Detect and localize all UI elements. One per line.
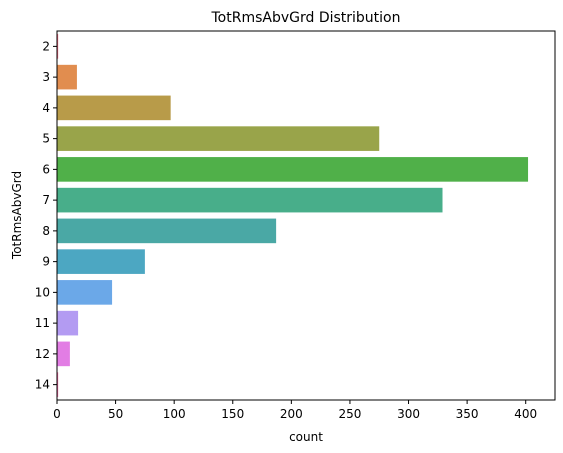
y-tick-label: 5 — [42, 132, 50, 146]
plot-frame — [57, 31, 555, 400]
x-tick-label: 0 — [53, 407, 61, 421]
x-tick-label: 50 — [108, 407, 123, 421]
x-ticks: 0 50 100 150 200 250 300 350 400 — [53, 400, 537, 421]
x-tick-label: 100 — [163, 407, 186, 421]
y-tick-label: 9 — [42, 255, 50, 269]
bar-5 — [57, 126, 379, 151]
y-tick-label: 12 — [35, 347, 50, 361]
y-tick-label: 4 — [42, 101, 50, 115]
y-tick-label: 8 — [42, 224, 50, 238]
x-tick-label: 250 — [338, 407, 361, 421]
bar-11 — [57, 311, 78, 336]
y-tick-label: 2 — [42, 39, 50, 53]
y-tick-label: 11 — [35, 316, 50, 330]
bar-7 — [57, 188, 443, 213]
y-tick-label: 10 — [35, 285, 50, 299]
bar-3 — [57, 65, 77, 90]
bar-10 — [57, 280, 112, 305]
y-tick-label: 14 — [35, 378, 50, 392]
x-tick-label: 200 — [280, 407, 303, 421]
x-tick-label: 150 — [221, 407, 244, 421]
x-tick-label: 300 — [397, 407, 420, 421]
y-tick-label: 3 — [42, 70, 50, 84]
y-axis-label: TotRmsAbvGrd — [10, 171, 24, 260]
y-tick-label: 6 — [42, 162, 50, 176]
bar-6 — [57, 157, 528, 182]
x-tick-label: 350 — [456, 407, 479, 421]
bar-4 — [57, 96, 171, 121]
y-tick-label: 7 — [42, 193, 50, 207]
x-axis-label: count — [289, 430, 323, 444]
y-ticks: 2 3 4 5 6 7 8 9 10 11 12 14 — [35, 39, 57, 391]
bar-12 — [57, 342, 70, 367]
x-tick-label: 400 — [514, 407, 537, 421]
bar-8 — [57, 219, 276, 244]
bar-9 — [57, 249, 145, 274]
bars-group — [57, 34, 528, 397]
chart-title: TotRmsAbvGrd Distribution — [210, 10, 400, 26]
